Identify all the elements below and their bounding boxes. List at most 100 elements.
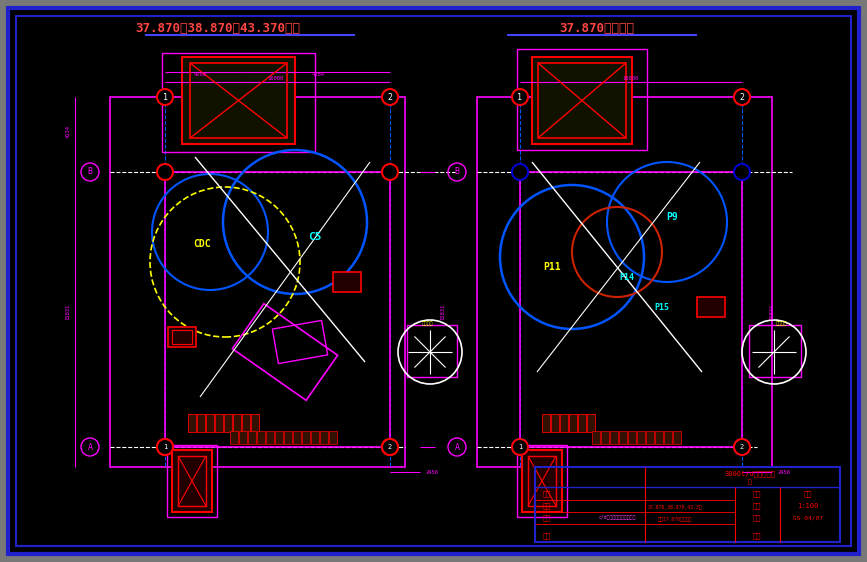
Text: 第张: 第张	[804, 491, 812, 497]
Text: B: B	[454, 167, 460, 176]
Bar	[178, 456, 206, 506]
Bar	[224, 414, 232, 432]
Circle shape	[734, 89, 750, 105]
Bar	[302, 431, 310, 444]
Text: 2: 2	[388, 444, 392, 450]
Bar	[601, 431, 609, 444]
Bar	[172, 450, 212, 512]
Text: 图号: 图号	[753, 515, 761, 522]
Text: B: B	[88, 167, 93, 176]
Text: 1:100: 1:100	[798, 503, 818, 509]
Bar	[538, 63, 626, 138]
Bar	[311, 431, 319, 444]
Bar	[646, 431, 654, 444]
Text: 制图: 制图	[543, 502, 551, 509]
Bar	[251, 414, 259, 432]
Bar	[188, 414, 196, 432]
Bar	[293, 431, 301, 444]
Circle shape	[382, 89, 398, 105]
Text: 4134: 4134	[66, 125, 70, 138]
Bar	[637, 431, 645, 444]
Text: GS 04/07: GS 04/07	[793, 515, 823, 520]
Text: 37.870,38.870,43.3平: 37.870,38.870,43.3平	[648, 505, 702, 510]
Bar	[697, 297, 725, 317]
Bar	[230, 431, 238, 444]
Bar	[190, 63, 287, 138]
Text: P9: P9	[666, 212, 678, 222]
Bar	[517, 49, 647, 150]
Bar	[551, 414, 559, 432]
Text: 15831: 15831	[440, 304, 446, 320]
Text: 批定: 批定	[543, 533, 551, 540]
Bar	[749, 325, 801, 377]
Circle shape	[157, 164, 173, 180]
Bar	[520, 172, 742, 447]
Bar	[239, 431, 247, 444]
Text: C5: C5	[309, 232, 322, 242]
Circle shape	[512, 439, 528, 455]
Bar	[560, 414, 568, 432]
Bar	[619, 431, 627, 444]
Bar	[477, 97, 772, 467]
Text: 3000t/d预分解窑尾: 3000t/d预分解窑尾	[725, 471, 775, 477]
Text: 设计: 设计	[543, 491, 551, 497]
Text: 1: 1	[518, 93, 523, 102]
Bar	[587, 414, 595, 432]
Circle shape	[157, 439, 173, 455]
Bar	[542, 414, 550, 432]
Circle shape	[734, 439, 750, 455]
Text: 日期: 日期	[753, 533, 761, 540]
Text: 4284: 4284	[311, 72, 324, 78]
Bar	[266, 431, 274, 444]
Bar	[197, 414, 205, 432]
Bar	[167, 445, 217, 517]
Bar	[165, 172, 390, 447]
Bar	[407, 325, 457, 377]
Circle shape	[382, 439, 398, 455]
Bar	[275, 431, 283, 444]
Text: 黄色标注: 黄色标注	[776, 321, 788, 327]
Bar	[182, 57, 295, 144]
Bar	[168, 327, 196, 347]
Bar	[215, 414, 223, 432]
Text: 2: 2	[740, 93, 745, 102]
Bar	[206, 414, 214, 432]
Bar	[172, 330, 192, 344]
Text: P15: P15	[655, 302, 669, 311]
Bar	[528, 456, 556, 506]
Text: 黄色标注: 黄色标注	[422, 321, 434, 327]
Circle shape	[512, 164, 528, 180]
Text: A: A	[454, 442, 460, 451]
Text: 共张: 共张	[753, 491, 761, 497]
Bar	[569, 414, 577, 432]
Bar	[329, 431, 337, 444]
Text: 平面37.870基础平石: 平面37.870基础平石	[658, 518, 692, 523]
Circle shape	[734, 164, 750, 180]
Bar	[532, 57, 632, 144]
Text: 1: 1	[518, 444, 522, 450]
Text: 2: 2	[388, 93, 393, 102]
Bar	[242, 414, 250, 432]
Bar	[628, 431, 636, 444]
Text: 15831: 15831	[770, 304, 774, 320]
Text: 2456: 2456	[778, 469, 791, 474]
Circle shape	[157, 439, 173, 455]
Text: 4200: 4200	[193, 72, 206, 78]
Circle shape	[382, 439, 398, 455]
Bar	[257, 431, 265, 444]
Text: 37.870，38.870，43.370平面: 37.870，38.870，43.370平面	[135, 22, 301, 35]
Text: 2: 2	[740, 444, 744, 450]
Bar	[673, 431, 681, 444]
Text: 15831: 15831	[66, 304, 70, 320]
Bar	[333, 272, 361, 292]
Text: 审核: 审核	[543, 515, 551, 522]
Bar	[610, 431, 618, 444]
Text: P11: P11	[544, 262, 561, 272]
Text: 图: 图	[748, 479, 752, 485]
Bar	[655, 431, 663, 444]
Circle shape	[734, 439, 750, 455]
Bar	[110, 97, 405, 467]
Text: 比例: 比例	[753, 502, 761, 509]
Bar	[320, 431, 328, 444]
Bar	[664, 431, 672, 444]
